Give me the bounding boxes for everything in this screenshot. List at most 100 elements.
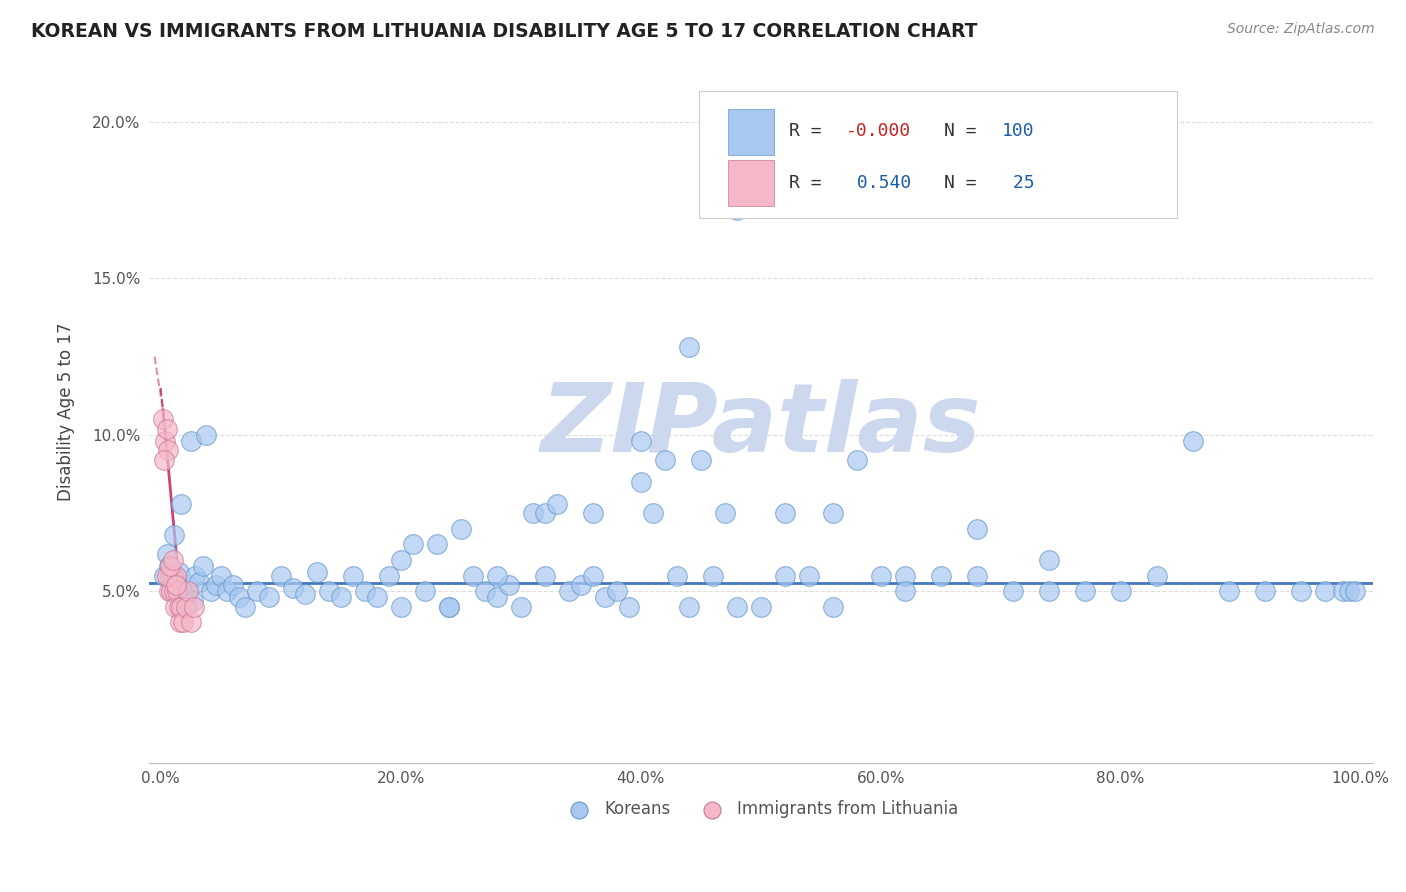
- Text: 25: 25: [1001, 175, 1035, 193]
- Point: [172, 584, 194, 599]
- Text: 100: 100: [1001, 122, 1035, 140]
- Point: [498, 578, 520, 592]
- Point: [170, 599, 193, 614]
- Point: [181, 593, 204, 607]
- Point: [485, 568, 508, 582]
- Point: [166, 584, 188, 599]
- Point: [773, 568, 796, 582]
- Point: [821, 506, 844, 520]
- Point: [172, 615, 194, 630]
- Point: [245, 584, 267, 599]
- FancyBboxPatch shape: [727, 161, 775, 206]
- Point: [389, 553, 412, 567]
- Point: [165, 578, 187, 592]
- Point: [725, 202, 748, 217]
- Point: [821, 599, 844, 614]
- Point: [522, 506, 544, 520]
- Text: KOREAN VS IMMIGRANTS FROM LITHUANIA DISABILITY AGE 5 TO 17 CORRELATION CHART: KOREAN VS IMMIGRANTS FROM LITHUANIA DISA…: [31, 22, 977, 41]
- Point: [966, 568, 988, 582]
- Point: [665, 568, 688, 582]
- Point: [180, 434, 202, 448]
- Point: [188, 574, 211, 589]
- Y-axis label: Disability Age 5 to 17: Disability Age 5 to 17: [58, 322, 75, 500]
- Point: [893, 584, 915, 599]
- Point: [1038, 553, 1060, 567]
- Point: [281, 581, 304, 595]
- Point: [167, 599, 190, 614]
- Point: [165, 568, 187, 582]
- Point: [200, 584, 222, 599]
- Point: [329, 591, 352, 605]
- Point: [183, 599, 205, 614]
- Point: [177, 578, 200, 592]
- Point: [533, 506, 555, 520]
- Point: [170, 497, 193, 511]
- Point: [929, 568, 952, 582]
- Point: [353, 584, 375, 599]
- Point: [689, 453, 711, 467]
- Legend: Koreans, Immigrants from Lithuania: Koreans, Immigrants from Lithuania: [555, 794, 965, 825]
- Point: [162, 568, 184, 582]
- Point: [702, 568, 724, 582]
- FancyBboxPatch shape: [727, 109, 775, 154]
- Point: [221, 578, 243, 592]
- Point: [184, 568, 207, 582]
- Point: [342, 568, 364, 582]
- Point: [845, 453, 868, 467]
- Point: [1253, 584, 1275, 599]
- Point: [1337, 584, 1360, 599]
- Point: [437, 599, 460, 614]
- Point: [1073, 584, 1095, 599]
- Point: [713, 506, 735, 520]
- Text: R =: R =: [789, 175, 832, 193]
- Point: [209, 568, 232, 582]
- Point: [474, 584, 496, 599]
- Point: [1289, 584, 1312, 599]
- Point: [159, 568, 181, 582]
- Point: [153, 568, 176, 582]
- Point: [257, 591, 280, 605]
- Point: [413, 584, 436, 599]
- Point: [180, 615, 202, 630]
- Point: [546, 497, 568, 511]
- Point: [1001, 584, 1024, 599]
- Point: [160, 572, 183, 586]
- Text: R =: R =: [789, 122, 832, 140]
- Point: [157, 584, 180, 599]
- Point: [869, 568, 891, 582]
- Point: [204, 578, 226, 592]
- Point: [893, 568, 915, 582]
- Point: [569, 578, 592, 592]
- Point: [773, 506, 796, 520]
- Point: [163, 528, 186, 542]
- Point: [177, 584, 200, 599]
- Text: Source: ZipAtlas.com: Source: ZipAtlas.com: [1227, 22, 1375, 37]
- Point: [630, 434, 652, 448]
- Point: [156, 568, 179, 582]
- Point: [557, 584, 579, 599]
- Text: 0.540: 0.540: [846, 175, 911, 193]
- Point: [1146, 568, 1168, 582]
- Point: [426, 537, 449, 551]
- Point: [152, 412, 174, 426]
- Point: [1181, 434, 1204, 448]
- Text: ZIPatlas: ZIPatlas: [540, 379, 981, 472]
- Point: [1218, 584, 1240, 599]
- Point: [155, 434, 177, 448]
- Point: [725, 599, 748, 614]
- Point: [174, 599, 197, 614]
- Point: [606, 584, 628, 599]
- Point: [155, 547, 177, 561]
- Point: [797, 568, 820, 582]
- Point: [270, 568, 292, 582]
- Point: [174, 591, 197, 605]
- Point: [1038, 584, 1060, 599]
- Point: [450, 522, 472, 536]
- Point: [581, 568, 603, 582]
- Point: [485, 591, 508, 605]
- Point: [749, 599, 772, 614]
- Point: [318, 584, 340, 599]
- Point: [630, 475, 652, 489]
- Point: [678, 340, 700, 354]
- Point: [366, 591, 388, 605]
